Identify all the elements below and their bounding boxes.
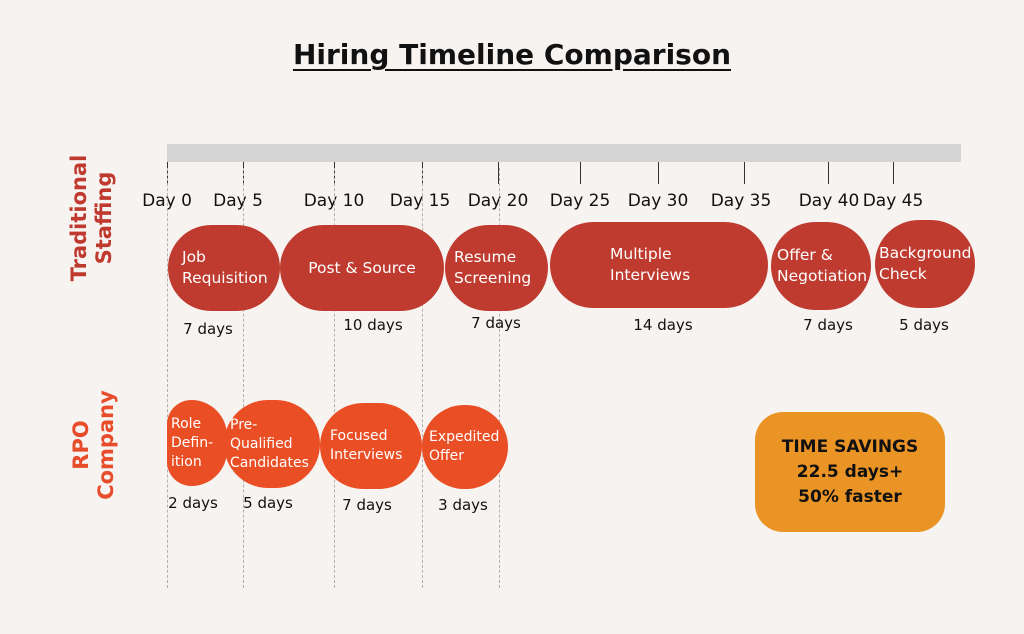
traditional-stage-duration: 7 days (803, 316, 853, 334)
axis-tick (658, 162, 659, 184)
traditional-stage-label: Offer & Negotiation (777, 246, 868, 285)
page-title: Hiring Timeline Comparison (292, 38, 732, 71)
time-savings-days: 22.5 days+ (796, 461, 904, 482)
rpo-stage-label: Focused Interviews (330, 428, 403, 463)
gridline (167, 168, 168, 588)
rpo-stage: Pre- Qualified Candidates (224, 400, 320, 488)
day-label: Day 35 (710, 191, 772, 211)
day-label: Day 15 (389, 191, 451, 211)
gridline (334, 168, 335, 588)
rpo-stage: Expedited Offer (422, 405, 508, 489)
row-label-rpo-text: RPO Company (69, 390, 118, 500)
time-savings-percent: 50% faster (798, 486, 902, 507)
traditional-stage-label: Background Check (879, 244, 972, 283)
traditional-stage-label: Job Requisition (182, 248, 268, 287)
traditional-stage-duration: 7 days (471, 314, 521, 332)
rpo-stage-label: Pre- Qualified Candidates (230, 416, 309, 471)
axis-tick (893, 162, 894, 184)
gridline (422, 168, 423, 588)
day-label: Day 45 (862, 191, 924, 211)
time-savings-heading: TIME SAVINGS (781, 436, 919, 457)
traditional-stage-label: Post & Source (308, 258, 416, 277)
axis-tick (828, 162, 829, 184)
day-label: Day 30 (627, 191, 689, 211)
traditional-stage: Offer & Negotiation (771, 222, 871, 310)
traditional-stage-duration: 7 days (183, 320, 233, 338)
row-label-rpo: RPO Company (69, 385, 119, 505)
day-label: Day 5 (213, 191, 263, 211)
traditional-stage-label: Multiple Interviews (610, 245, 691, 284)
gridline (243, 168, 244, 588)
rpo-stage-duration: 5 days (243, 494, 293, 512)
traditional-stage: Resume Screening (445, 225, 548, 311)
axis-tick (744, 162, 745, 184)
row-label-traditional-text: Traditional Staffing (67, 154, 116, 282)
day-label: Day 20 (467, 191, 529, 211)
rpo-stage-label: Role Defin- ition (171, 415, 214, 470)
rpo-stage-label: Expedited Offer (429, 429, 500, 464)
axis-tick (498, 162, 499, 184)
day-label: Day 25 (549, 191, 611, 211)
axis-tick (580, 162, 581, 184)
timeline-axis-bar (167, 144, 961, 162)
traditional-stage: Background Check (875, 220, 975, 308)
row-label-traditional: Traditional Staffing (67, 148, 117, 288)
traditional-stage: Post & Source (280, 225, 444, 311)
rpo-stage-duration: 7 days (342, 496, 392, 514)
day-label: Day 40 (798, 191, 860, 211)
traditional-stage-duration: 10 days (343, 316, 403, 334)
traditional-stage: Job Requisition (168, 225, 280, 311)
traditional-stage-duration: 5 days (899, 316, 949, 334)
rpo-stage: Focused Interviews (320, 403, 422, 489)
gridline (499, 168, 500, 588)
rpo-stage-duration: 3 days (438, 496, 488, 514)
time-savings-box: TIME SAVINGS 22.5 days+ 50% faster (755, 412, 945, 532)
rpo-stage-duration: 2 days (168, 494, 218, 512)
traditional-stage-duration: 14 days (633, 316, 693, 334)
traditional-stage-label: Resume Screening (454, 248, 532, 287)
traditional-stage: Multiple Interviews (550, 222, 768, 308)
rpo-stage: Role Defin- ition (167, 400, 227, 486)
